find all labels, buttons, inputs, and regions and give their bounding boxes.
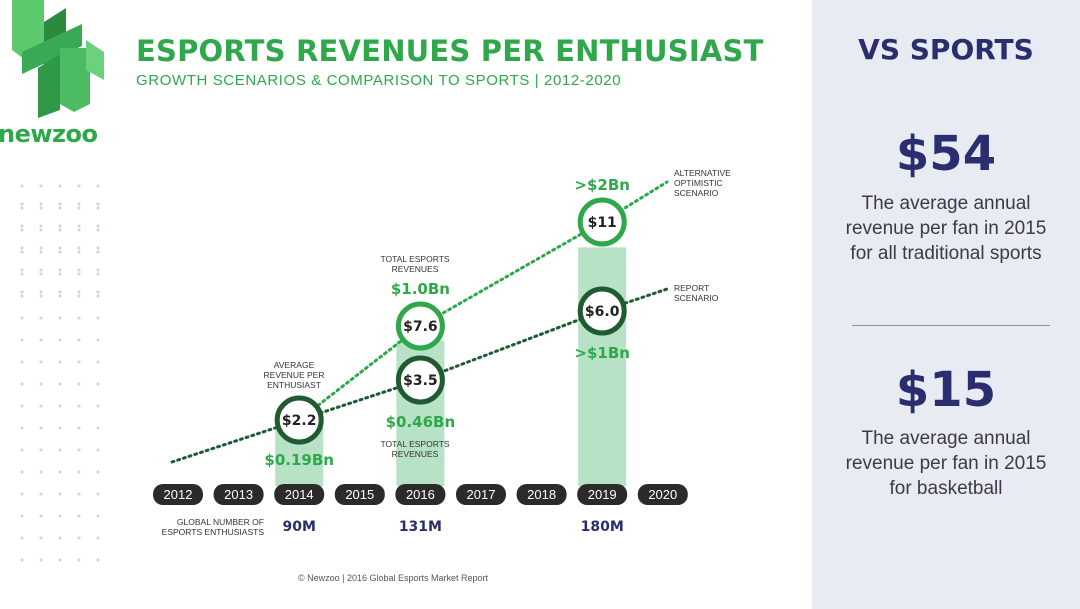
panel-divider	[852, 325, 1050, 326]
year-label-2018: 2018	[527, 487, 556, 502]
revenue-bottom-label-2016: $0.46Bn	[386, 413, 456, 431]
optimistic-scenario-annotation: ALTERNATIVE OPTIMISTIC SCENARIO	[674, 168, 731, 198]
report-point-2016-label: $3.5	[403, 373, 438, 389]
brand-wordmark: newzoo	[0, 120, 98, 148]
year-label-2020: 2020	[648, 487, 677, 502]
enthusiasts-2014: 90M	[282, 519, 315, 535]
revenue-top-label-2016: $1.0Bn	[391, 280, 450, 298]
year-pill-2016	[395, 484, 446, 505]
report-point-2019-marker	[577, 286, 627, 336]
year-pill-2018	[516, 484, 567, 505]
revenue-top-label-2019: >$2Bn	[574, 176, 630, 194]
optimistic-point-2016-label: $7.6	[403, 319, 438, 335]
year-pill-2013	[213, 484, 264, 505]
avg-revenue-annotation: AVERAGE REVENUE PER ENTHUSIAST	[264, 360, 325, 390]
enthusiasts-annotation: GLOBAL NUMBER OF ESPORTS ENTHUSIASTS	[162, 517, 265, 537]
report-point-2014-label: $2.2	[282, 413, 317, 429]
report-scenario-annotation: REPORT SCENARIO	[674, 283, 719, 303]
report-point-2014-marker	[274, 395, 324, 445]
year-pill-2015	[334, 484, 385, 505]
report-point-2016-marker	[395, 355, 445, 405]
dot-grid-decoration	[20, 184, 100, 562]
total-revenues-bottom-annotation: TOTAL ESPORTS REVENUES	[380, 439, 449, 459]
stat-all-sports-desc: The average annual revenue per fan in 20…	[845, 193, 1047, 264]
year-label-2016: 2016	[406, 487, 435, 502]
year-label-2019: 2019	[588, 487, 617, 502]
year-label-2012: 2012	[164, 487, 193, 502]
enthusiasts-2019: 180M	[581, 519, 624, 535]
year-label-2015: 2015	[345, 487, 374, 502]
year-pill-2014	[274, 484, 325, 505]
year-label-2013: 2013	[224, 487, 253, 502]
revenue-label-2014: $0.19Bn	[264, 451, 334, 469]
year-pill-2017	[456, 484, 506, 505]
optimistic-point-2019-marker	[577, 197, 627, 247]
revenue-bottom-label-2019: >$1Bn	[574, 344, 630, 362]
year-pill-2019	[577, 484, 628, 505]
bar-2019	[578, 247, 627, 486]
stat-all-sports-value: $54	[895, 126, 997, 182]
newzoo-logo-icon	[12, 0, 104, 118]
page-subtitle: GROWTH SCENARIOS & COMPARISON TO SPORTS …	[136, 72, 622, 89]
year-label-2017: 2017	[467, 487, 496, 502]
stat-basketball-value: $15	[895, 362, 997, 418]
optimistic-point-2019-label: $11	[588, 215, 617, 231]
report-point-2019-label: $6.0	[585, 304, 620, 320]
total-revenues-top-annotation: TOTAL ESPORTS REVENUES	[380, 254, 449, 274]
revenue-chart: $2.2 $3.5 $7.6 $6.0 $11 $0.19Bn $1.0Bn $0.46Bn >…	[153, 168, 731, 537]
year-pill-2020	[637, 484, 688, 505]
year-label-2014: 2014	[285, 487, 314, 502]
page-title: ESPORTS REVENUES PER ENTHUSIAST	[136, 34, 764, 68]
optimistic-scenario-line	[297, 180, 669, 422]
stat-basketball-desc: The average annual revenue per fan in 20…	[845, 428, 1047, 499]
sports-comparison-panel: VS SPORTS $54 The average annual revenue…	[812, 0, 1080, 609]
optimistic-point-2016-marker	[395, 301, 445, 351]
enthusiasts-2016: 131M	[399, 519, 442, 535]
source-footer: © Newzoo | 2016 Global Esports Market Re…	[298, 573, 489, 583]
year-pill-2012	[153, 484, 203, 505]
panel-title: VS SPORTS	[858, 33, 1034, 66]
